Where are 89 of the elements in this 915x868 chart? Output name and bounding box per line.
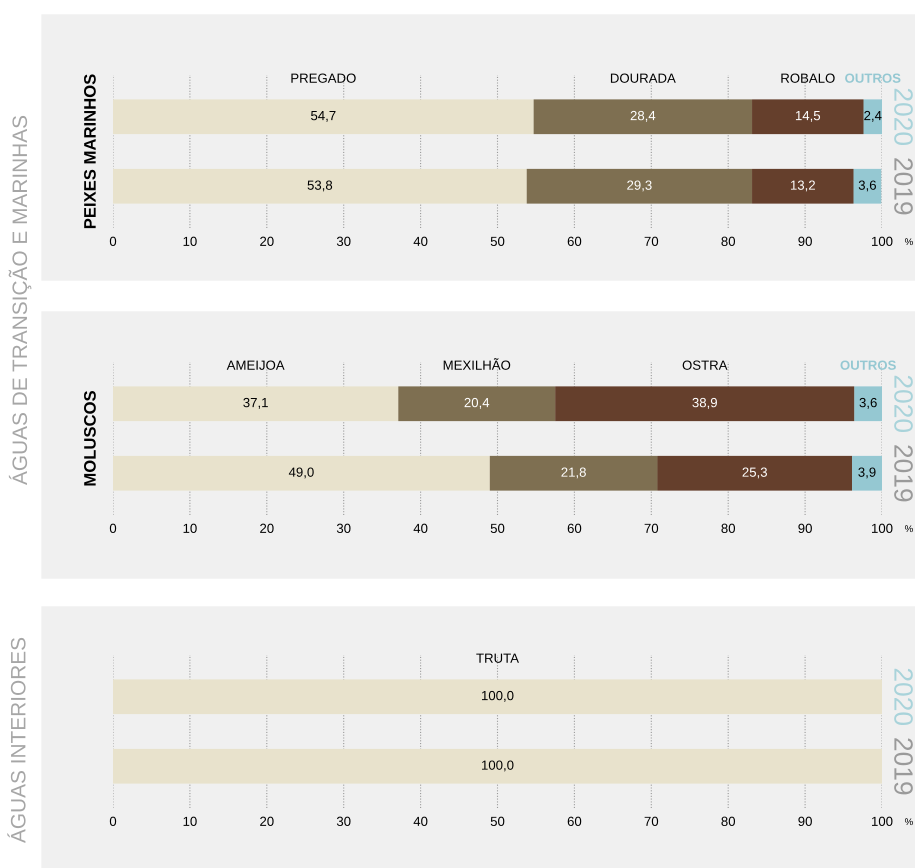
data-label: 54,7 (311, 111, 336, 122)
data-label: 13,2 (790, 180, 815, 192)
bar (752, 168, 854, 204)
x-axis-title: % (904, 525, 913, 532)
data-label: 21,8 (561, 467, 586, 478)
x-tick-label: 20 (260, 816, 274, 826)
x-tick-label: 0 (110, 524, 116, 534)
data-label: 100,0 (482, 690, 514, 702)
bar (113, 99, 534, 134)
data-label: 3,6 (858, 180, 876, 192)
x-tick-label: 80 (721, 524, 736, 534)
series-label: MEXILHÃO (444, 358, 510, 370)
x-tick-label: 60 (568, 816, 582, 826)
x-tick-label: 20 (260, 524, 274, 534)
x-tick-label: 10 (184, 816, 197, 826)
text: ÁGUAS INTERIORES (7, 638, 26, 843)
x-tick-label: 0 (110, 236, 116, 246)
x-tick-label: 100 (872, 236, 892, 246)
x-tick-label: 40 (414, 236, 428, 246)
y-tick-label: 2020 (894, 668, 913, 726)
y-axis-title: MOLUSCOS (84, 391, 96, 486)
x-tick-label: 90 (798, 524, 812, 534)
series-label: OSTRA (682, 360, 728, 370)
x-tick-label: 80 (721, 816, 736, 826)
x-tick-label: 70 (644, 236, 658, 246)
series-label: OUTROS (845, 73, 900, 83)
x-axis-title: % (904, 238, 913, 246)
x-tick-label: 40 (414, 816, 428, 826)
data-label: 38,9 (692, 398, 717, 409)
bar (113, 168, 527, 204)
series-label: DOURADA (610, 73, 676, 83)
x-tick-label: 100 (872, 524, 892, 534)
bar (657, 456, 852, 491)
series-label: OUTROS (840, 360, 896, 370)
series-label: ROBALO (781, 73, 835, 83)
series-label: AMEIJOA (226, 360, 285, 370)
x-axis-title: % (904, 818, 913, 826)
bar (398, 386, 556, 422)
x-tick-label: 10 (184, 236, 197, 246)
data-label: 2,4 (864, 110, 882, 122)
bar (526, 168, 752, 204)
x-tick-label: 60 (568, 236, 582, 246)
data-label: 53,8 (308, 180, 332, 192)
y-tick-label: 2019 (894, 738, 913, 794)
data-label: 29,3 (627, 180, 652, 192)
bar (852, 456, 882, 491)
bar (555, 386, 854, 422)
y-tick-label: 2019 (894, 445, 913, 502)
y-tick-label: 2020 (894, 376, 913, 432)
x-tick-label: 50 (490, 524, 504, 534)
y-axis-title: PEIXES MARINHOS (84, 74, 96, 228)
series-label: PREGADO (291, 73, 356, 83)
bar (854, 168, 882, 204)
x-tick-label: 50 (490, 236, 504, 246)
bar (864, 99, 882, 134)
data-label: 37,1 (243, 398, 268, 409)
x-tick-label: 90 (798, 816, 812, 826)
x-tick-label: 70 (644, 524, 658, 534)
data-label: 3,6 (859, 398, 877, 409)
data-label: 49,0 (288, 467, 314, 478)
x-tick-label: 30 (336, 236, 351, 246)
bar (752, 99, 864, 134)
bar (113, 386, 398, 422)
bar (854, 386, 882, 422)
data-label: 25,3 (742, 467, 767, 478)
x-tick-label: 30 (336, 816, 351, 826)
data-label: 14,5 (796, 111, 820, 122)
x-tick-label: 70 (644, 816, 658, 826)
x-tick-label: 40 (414, 524, 428, 534)
x-tick-label: 100 (872, 816, 892, 826)
y-tick-label: 2020 (894, 88, 913, 146)
bar (534, 99, 752, 134)
text: ÁGUAS DE TRANSIÇÃO E MARINHAS (8, 116, 32, 485)
data-label: 20,4 (464, 398, 490, 409)
bar (113, 456, 490, 491)
x-tick-label: 10 (184, 524, 197, 534)
x-tick-label: 50 (490, 816, 504, 826)
x-tick-label: 80 (721, 236, 736, 246)
series-label: TRUTA (476, 654, 519, 663)
data-label: 3,9 (858, 467, 876, 478)
data-label: 100,0 (482, 760, 514, 772)
y-tick-label: 2019 (894, 158, 913, 214)
x-tick-label: 60 (568, 524, 582, 534)
bar (490, 456, 658, 491)
x-tick-label: 30 (336, 524, 351, 534)
x-tick-label: 0 (110, 816, 116, 826)
x-tick-label: 20 (260, 236, 274, 246)
x-tick-label: 90 (798, 236, 812, 246)
data-label: 28,4 (630, 110, 656, 122)
